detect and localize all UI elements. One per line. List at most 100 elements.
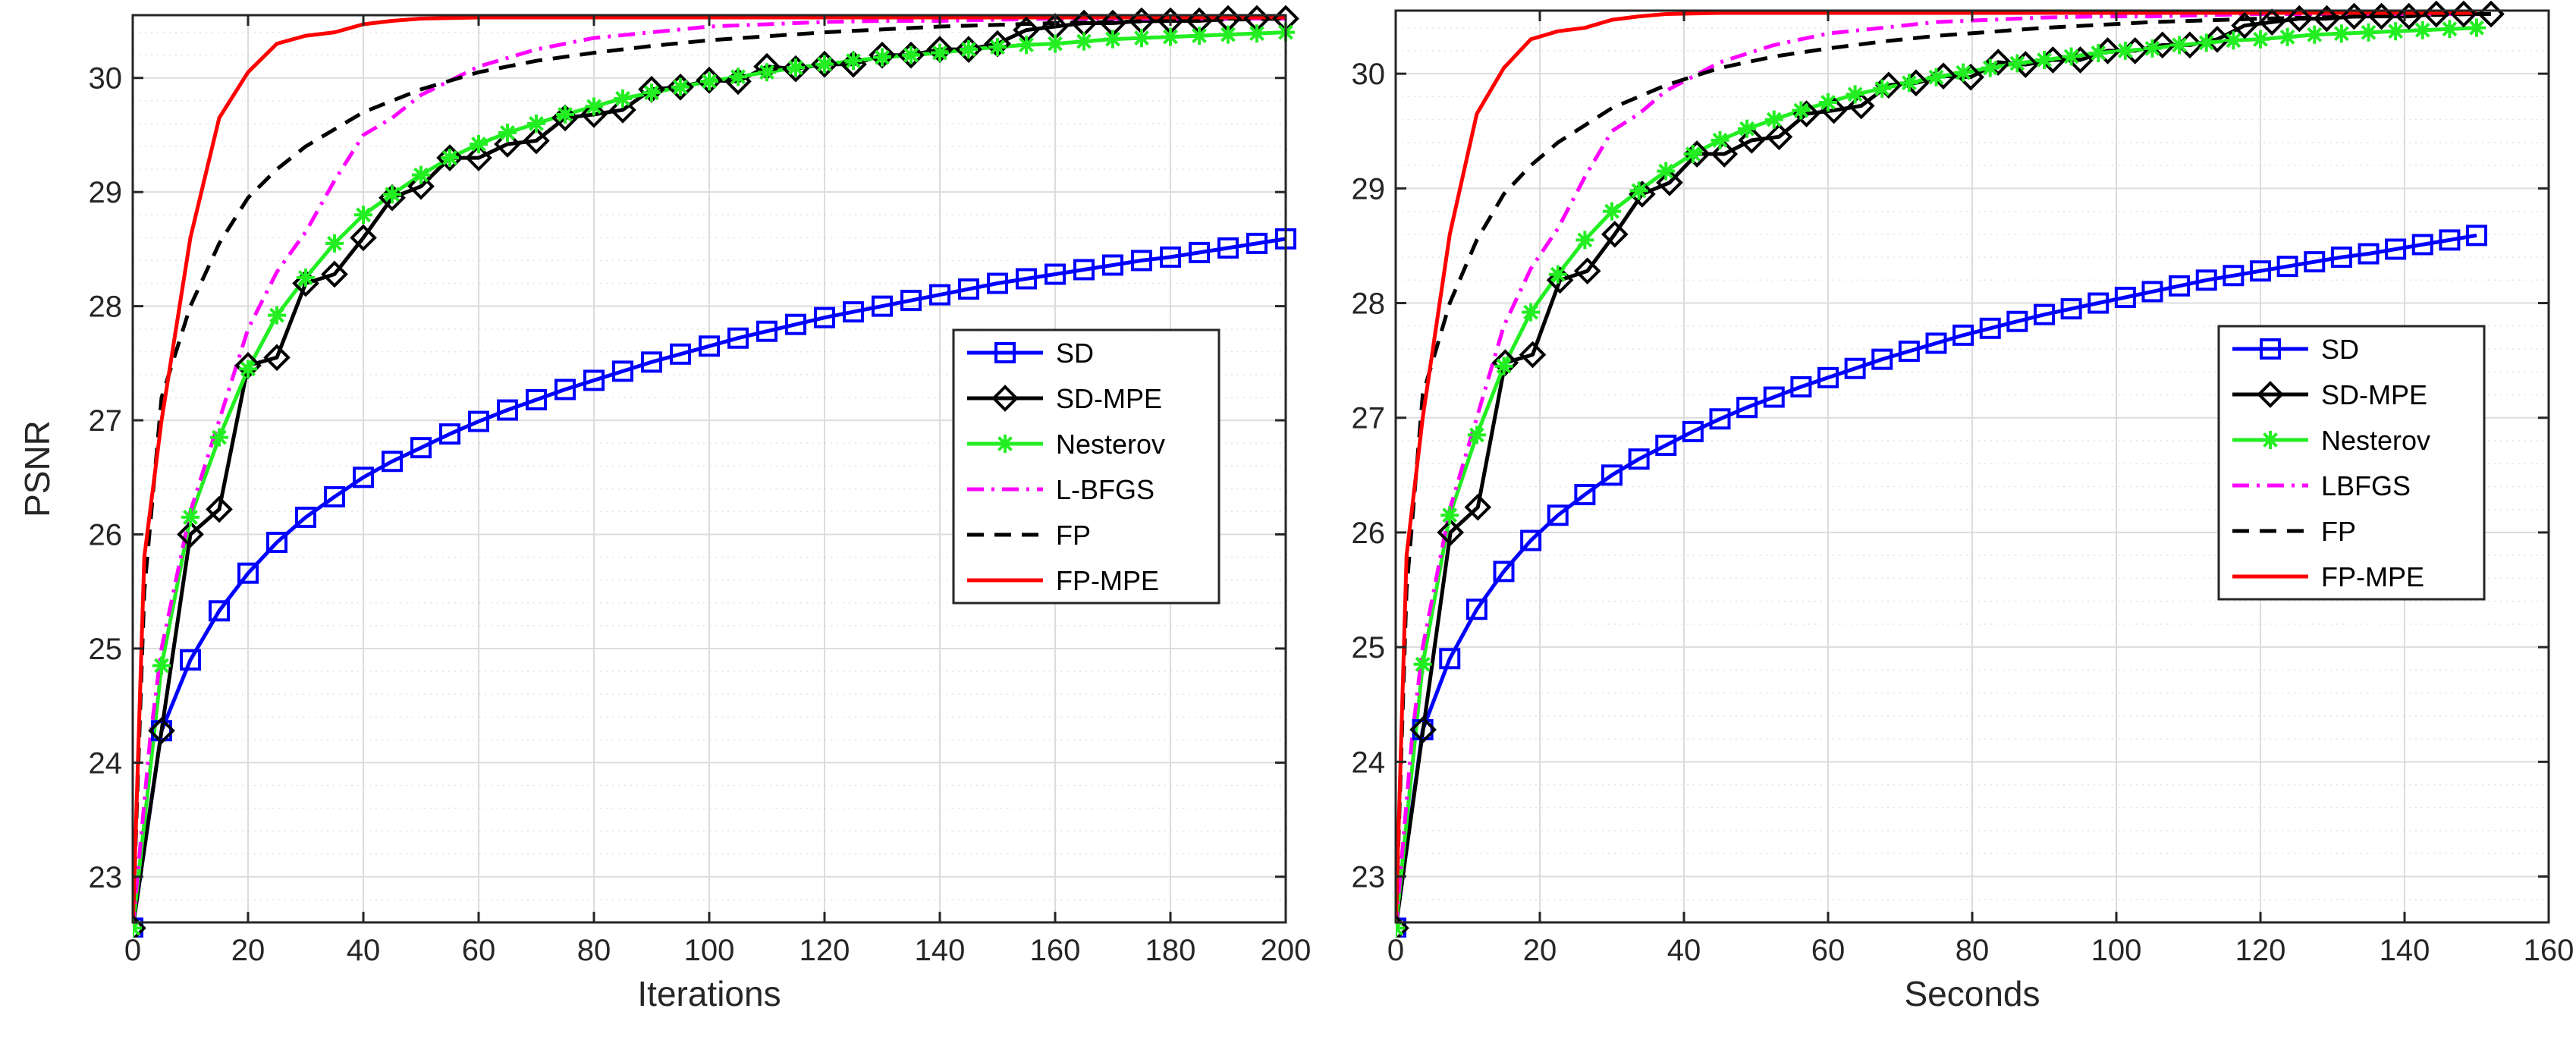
data-point-sd — [1547, 504, 1569, 526]
data-point-sd — [2006, 310, 2028, 332]
legend: SD SD-MPE Nesterov LBFGS FP FP-MPE — [2217, 325, 2486, 601]
data-point-sd — [554, 379, 576, 401]
data-point-sd-mpe — [148, 717, 175, 745]
series-line-fp — [133, 17, 1286, 928]
data-point-nesterov — [2170, 36, 2189, 55]
data-point-sd — [1709, 408, 1731, 430]
y-tick-label: 29 — [89, 176, 123, 209]
data-point-sd — [699, 335, 720, 357]
data-point-nesterov — [1494, 357, 1513, 375]
data-point-sd — [1817, 366, 1839, 388]
ticks: 0 20 40 60 80 100 120 140 160 180 200 23 24 25 26 27 28 2… — [89, 15, 1311, 967]
data-point-sd — [2141, 281, 2163, 303]
data-point-sd — [2466, 225, 2487, 247]
data-point-sd — [468, 410, 489, 432]
data-point-sd-mpe — [350, 224, 377, 252]
data-point-sd — [814, 306, 835, 328]
data-point-sd — [2439, 229, 2461, 251]
data-point-sd — [612, 360, 633, 382]
data-point-sd — [727, 327, 749, 349]
x-axis-title: Seconds — [1904, 974, 2040, 1013]
data-point-sd-mpe — [2148, 31, 2176, 59]
x-tick-label: 140 — [915, 934, 966, 967]
grid — [1395, 11, 2549, 923]
data-point-sd — [180, 649, 201, 671]
y-tick-label: 28 — [89, 291, 123, 324]
data-point-nesterov — [873, 48, 891, 67]
data-point-sd — [1763, 386, 1785, 408]
data-point-sd — [641, 351, 662, 373]
data-point-sd — [1246, 232, 1268, 254]
x-axis-title: Iterations — [637, 974, 781, 1013]
data-point-sd-mpe — [667, 73, 694, 101]
data-point-nesterov — [181, 507, 199, 526]
data-point-nesterov — [1248, 24, 1266, 43]
y-axis-title: PSNR — [17, 420, 57, 517]
legend-label: Nesterov — [1056, 429, 1165, 460]
y-tick-label: 27 — [1352, 402, 1386, 435]
legend-label: FP-MPE — [2321, 561, 2424, 592]
series-group — [1396, 0, 2505, 938]
data-point-sd — [266, 532, 287, 554]
data-point-sd-mpe — [1409, 716, 1437, 743]
data-point-sd-mpe — [177, 520, 204, 548]
series-line-fp-mpe — [133, 15, 1286, 928]
legend: SD SD-MPE Nesterov L-BFGS FP FP-MPE — [952, 328, 1220, 605]
data-point-nesterov — [729, 68, 747, 86]
data-point-nesterov — [1548, 265, 1567, 284]
data-point-sd — [382, 451, 403, 473]
x-tick-label: 20 — [1523, 934, 1557, 967]
data-point-sd — [1790, 375, 1812, 397]
data-point-nesterov — [988, 38, 1007, 57]
x-tick-label: 60 — [462, 934, 496, 967]
data-point-sd — [1045, 263, 1066, 285]
data-point-nesterov — [1846, 85, 1864, 104]
data-point-nesterov — [2143, 39, 2162, 58]
series-line-fp-mpe — [1396, 11, 2477, 928]
data-point-sd — [987, 272, 1008, 294]
x-tick-label: 100 — [2091, 934, 2142, 967]
data-point-sd — [1925, 332, 1947, 354]
data-point-nesterov — [2035, 51, 2053, 70]
x-tick-label: 0 — [124, 934, 141, 967]
chart-right: 0 20 40 60 80 100 120 140 160 23 24 25 26 27 28 29 30 Sec… — [1352, 0, 2574, 1013]
data-point-nesterov — [1629, 181, 1648, 200]
data-point-sd — [2034, 303, 2055, 325]
data-point-sd — [1217, 237, 1239, 259]
data-point-nesterov — [844, 52, 862, 71]
data-point-sd — [2250, 260, 2271, 282]
data-point-sd-mpe — [897, 41, 925, 69]
legend-marker-sd — [994, 342, 1016, 363]
data-point-sd-mpe — [1984, 49, 2012, 76]
data-point-sd-mpe — [1711, 140, 1739, 168]
legend-label: SD-MPE — [1056, 383, 1162, 414]
series-line-lbfgs — [1396, 12, 2477, 928]
data-point-nesterov — [1017, 36, 1035, 55]
ticks: 0 20 40 60 80 100 120 140 160 23 24 25 26 27 28 29 30 — [1352, 11, 2574, 967]
legend-box — [952, 328, 1220, 605]
data-point-sd — [1102, 254, 1123, 276]
y-tick-label: 24 — [1352, 746, 1386, 779]
data-point-nesterov — [1161, 27, 1180, 46]
data-point-sd — [2276, 256, 2298, 278]
data-point-sd — [1439, 648, 1461, 670]
x-tick-label: 60 — [1811, 934, 1846, 967]
data-point-sd-mpe — [436, 144, 463, 171]
data-point-sd-mpe — [1601, 221, 1629, 248]
data-point-nesterov — [268, 306, 286, 325]
data-point-sd — [497, 399, 518, 421]
data-point-sd — [410, 437, 432, 459]
data-point-sd — [151, 720, 172, 742]
data-point-sd-mpe — [1546, 266, 1574, 294]
data-point-nesterov — [585, 97, 603, 116]
data-point-nesterov — [1219, 25, 1237, 44]
data-point-sd-mpe — [2340, 2, 2368, 30]
data-point-nesterov — [1046, 34, 1064, 53]
y-tick-label: 25 — [89, 633, 123, 666]
data-point-sd — [1682, 420, 1704, 442]
data-point-sd — [843, 301, 864, 323]
data-point-sd — [785, 313, 806, 335]
data-point-nesterov — [2089, 43, 2108, 62]
y-tick-label: 24 — [89, 746, 123, 780]
y-tick-label: 30 — [89, 62, 123, 96]
